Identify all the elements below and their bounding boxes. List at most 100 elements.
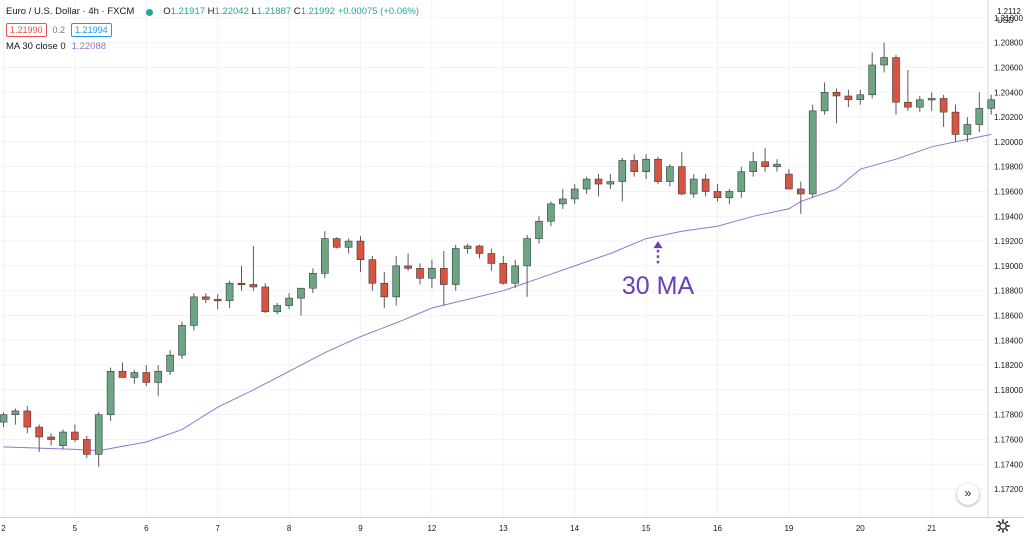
candle [475, 244, 484, 259]
candle-body-up [880, 57, 888, 66]
ohlc-change: +0.00075 (+0.06%) [337, 6, 419, 17]
candle-body-up [154, 370, 162, 383]
candle [618, 158, 627, 202]
ohlc-low: 1.21887 [256, 6, 292, 17]
ma-value: 1.22088 [71, 41, 107, 52]
candle-body-up [320, 238, 329, 274]
candle [202, 293, 210, 304]
ohlc-l-label: L [251, 6, 257, 17]
time-tick-label: 6 [144, 524, 149, 533]
candle-body-up [927, 98, 936, 101]
candle-body-down [713, 191, 722, 198]
candle [927, 92, 936, 111]
ohlc-close: 1.21992 [300, 6, 336, 17]
price-tick-label: 1.20600 [994, 63, 1023, 72]
price-tick-label: 1.20000 [994, 138, 1023, 147]
time-tick-label: 8 [287, 524, 292, 533]
candle-body-down [71, 431, 79, 440]
candle [178, 321, 186, 359]
candle [297, 287, 305, 316]
candle-body-up [987, 99, 996, 109]
candle-body-up [463, 245, 472, 249]
price-axis-header: 1.2112 USD [997, 7, 1021, 25]
double-chevron-right-icon: » [964, 486, 972, 500]
candle [975, 92, 984, 132]
price-tick-label: 1.19400 [994, 212, 1023, 221]
candle [892, 55, 900, 115]
candle [356, 236, 365, 273]
candle [154, 365, 162, 397]
candle-body-up [975, 108, 984, 125]
ohlc-o-label: O [163, 6, 171, 17]
candle-body-up [820, 91, 829, 112]
buy-price-button[interactable]: 1.21994 [71, 23, 112, 37]
candle [570, 184, 579, 204]
candle-body-down [237, 282, 246, 286]
candle [94, 412, 103, 467]
candle [261, 283, 270, 313]
candle-body-up [451, 248, 460, 285]
candle [392, 255, 401, 306]
candle [439, 251, 448, 306]
candle [71, 424, 79, 442]
candle-body-up [666, 166, 674, 182]
candle-body-down [475, 245, 484, 254]
time-axis[interactable]: 2 5 6 7 8 9 12 13 14 15 16 19 20 21 [1, 524, 936, 533]
candle-body-down [904, 101, 912, 108]
candle-body-up [94, 414, 103, 455]
candle [785, 169, 793, 190]
time-tick-label: 21 [927, 524, 936, 533]
price-axis[interactable]: 1.21000 1.20800 1.20600 1.20400 1.20200 1.200… [994, 14, 1023, 494]
candle-body-up [285, 297, 293, 306]
candle-body-up [523, 238, 531, 267]
price-tick-label: 1.21000 [994, 14, 1023, 23]
candle [106, 367, 115, 421]
candle-body-up [570, 188, 579, 200]
candle-body-down [630, 160, 639, 172]
candle [558, 189, 567, 209]
candle-body-down [785, 173, 793, 190]
scroll-to-realtime-button[interactable]: » [957, 483, 979, 505]
price-tick-label: 1.18400 [994, 336, 1023, 345]
candle-body-down [499, 263, 508, 284]
sell-price-button[interactable]: 1.21990 [6, 23, 47, 37]
candle [951, 104, 960, 142]
candle [642, 154, 650, 180]
price-tick-label: 1.17200 [994, 485, 1023, 494]
ohlc-values: O1.21917 H1.22042 L1.21887 C1.21992 +0.0… [163, 5, 419, 19]
candle [511, 259, 520, 289]
time-tick-label: 9 [358, 524, 363, 533]
candle-body-up [642, 158, 650, 172]
symbol-title[interactable]: Euro / U.S. Dollar · 4h · FXCM [6, 6, 135, 17]
candle-body-up [868, 64, 877, 96]
candle [273, 303, 282, 315]
candle-body-up [178, 325, 186, 356]
candle-body-down [368, 259, 377, 284]
candle-body-down [951, 111, 960, 135]
candle-body-down [332, 238, 341, 248]
candle [820, 82, 829, 115]
candle-body-down [35, 426, 44, 438]
candle [761, 148, 769, 172]
candle-body-down [594, 178, 603, 185]
candle-body-up [428, 268, 436, 279]
candle [773, 159, 781, 172]
candle [654, 156, 662, 185]
ohlc-open: 1.21917 [170, 6, 206, 17]
gear-icon[interactable] [996, 519, 1010, 533]
price-tick-label: 1.20400 [994, 88, 1023, 97]
time-tick-label: 19 [784, 524, 793, 533]
candle [380, 272, 389, 309]
ma-legend-row[interactable]: MA 30 close 0 1.22088 [6, 40, 419, 54]
candle [190, 293, 198, 331]
candle-body-down [939, 98, 948, 113]
candle-body-up [547, 203, 555, 222]
candle [606, 174, 615, 189]
candle-body-up [773, 163, 781, 167]
price-tick-label: 1.18600 [994, 311, 1023, 320]
candle [404, 253, 412, 271]
candle-body-up [582, 178, 591, 190]
annotation-label: 30 MA [622, 272, 695, 300]
candle [11, 408, 20, 425]
